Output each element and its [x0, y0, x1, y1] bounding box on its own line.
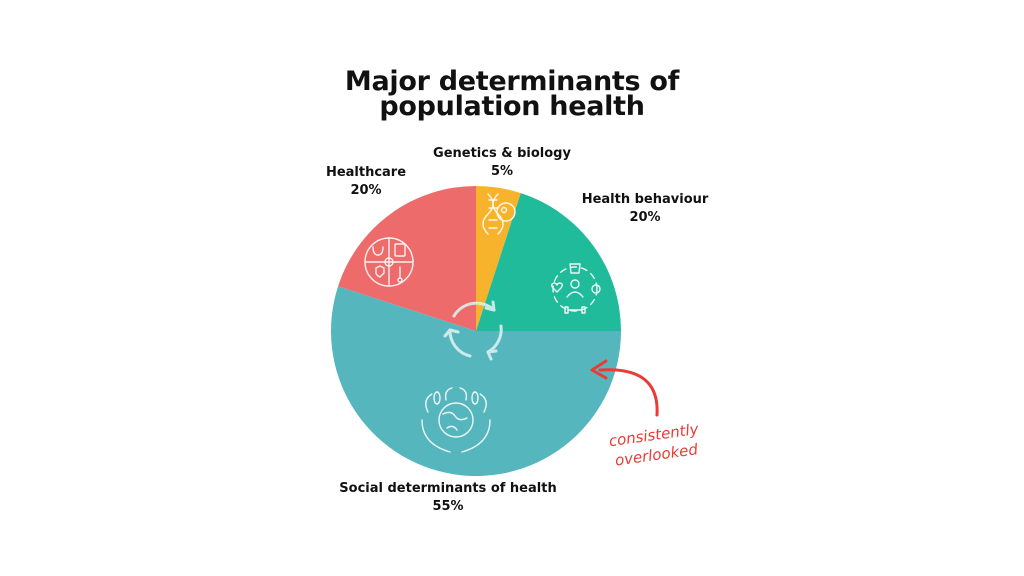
label-health-behaviour: Health behaviour 20%	[575, 191, 715, 227]
pie-slice-health-behaviour	[476, 193, 621, 331]
chart-title-line-1: Major determinants of	[344, 66, 680, 97]
label-health-behaviour-value: 20%	[629, 210, 661, 225]
label-genetics-value: 5%	[490, 164, 514, 179]
cycle-arrows-icon	[443, 300, 503, 361]
pie-slice-genetics-biology	[476, 186, 521, 331]
dna-cell-icon	[482, 193, 516, 235]
label-healthcare-value: 20%	[350, 183, 382, 198]
pie-slice-social-determinants-of-health	[331, 286, 621, 476]
label-social-name: Social determinants of health	[339, 481, 557, 496]
annotation-arrow	[590, 359, 659, 417]
chart-title-line-2: population health	[379, 91, 645, 122]
label-social: Social determinants of health 55%	[318, 480, 578, 516]
earth-in-hands-icon	[421, 387, 491, 453]
label-social-value: 55%	[432, 499, 464, 514]
pie-slice-healthcare	[338, 186, 476, 331]
medical-services-icon	[364, 237, 414, 287]
lifestyle-icon	[551, 263, 601, 314]
label-healthcare-name: Healthcare	[325, 165, 407, 180]
label-genetics: Genetics & biology 5%	[432, 145, 572, 181]
label-genetics-name: Genetics & biology	[433, 146, 571, 161]
label-health-behaviour-name: Health behaviour	[581, 192, 709, 207]
label-healthcare: Healthcare 20%	[316, 164, 416, 200]
